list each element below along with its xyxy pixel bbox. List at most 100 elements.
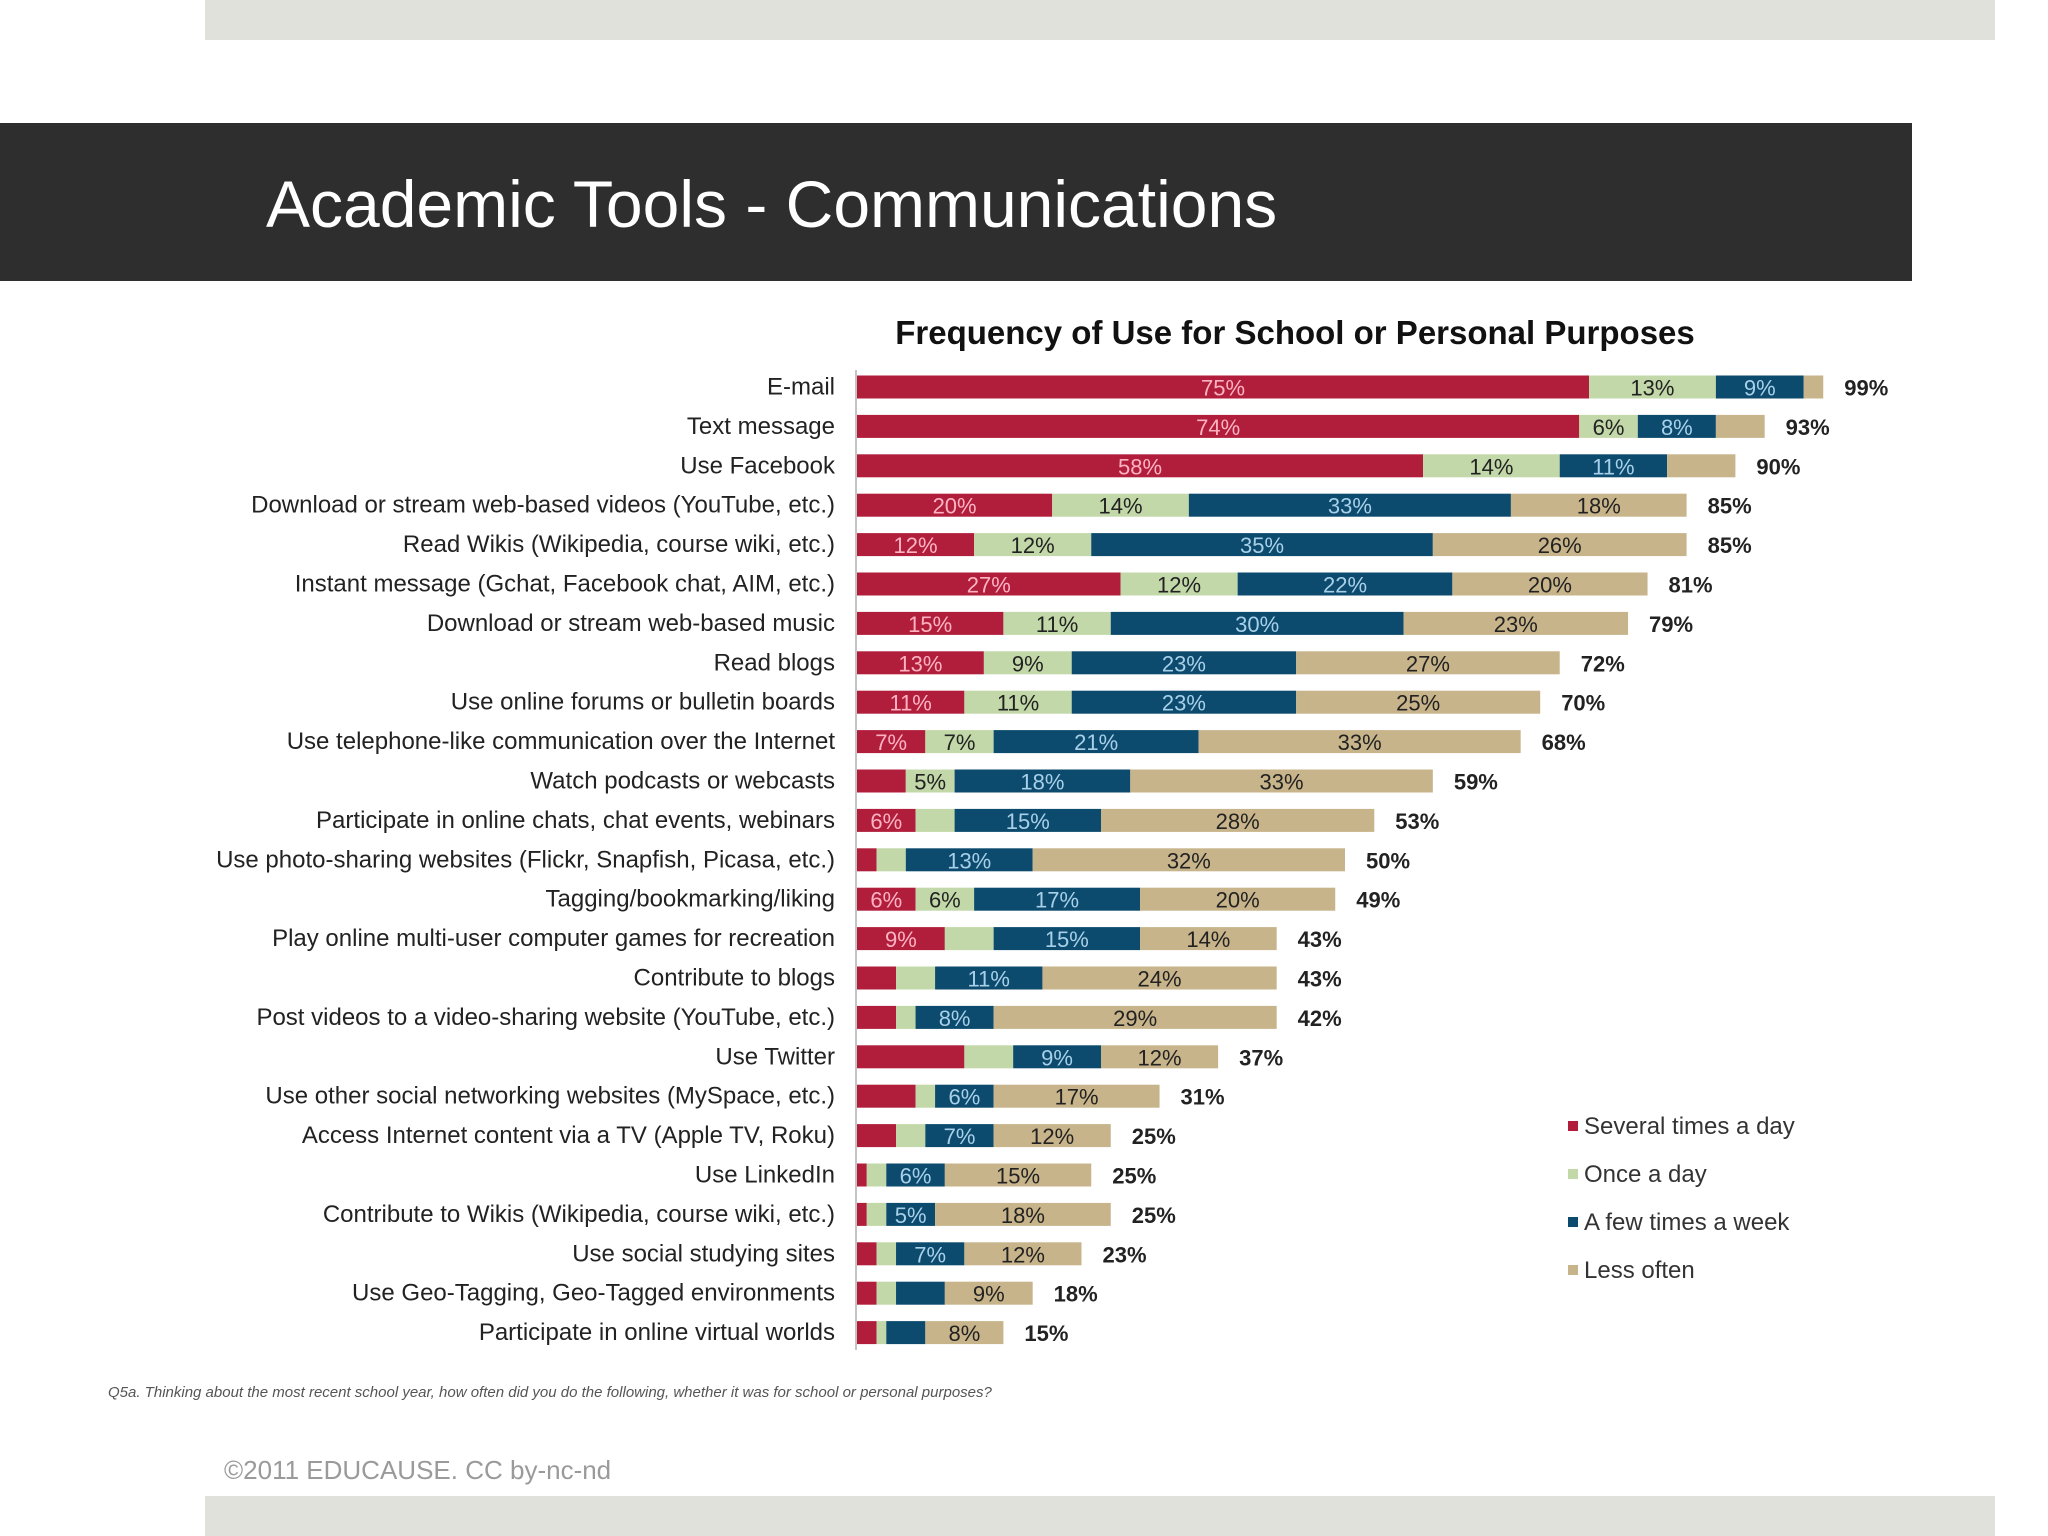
bar-segment — [1130, 769, 1433, 793]
data-label: 14% — [1469, 454, 1513, 479]
data-label: 11% — [1036, 612, 1078, 637]
category-label: Use telephone-like communication over th… — [287, 728, 836, 755]
bar-segment — [944, 1163, 1092, 1187]
data-label: 7% — [944, 730, 976, 755]
category-label: Watch podcasts or webcasts — [530, 768, 835, 795]
category-label: Instant message (Gchat, Facebook chat, A… — [295, 571, 835, 598]
data-label: 6% — [870, 809, 902, 834]
data-label: 21% — [1074, 730, 1118, 755]
bar-segment — [886, 1163, 945, 1187]
bar-segment — [964, 1242, 1082, 1266]
data-label: 12% — [1157, 573, 1201, 598]
chart-title: Frequency of Use for School or Personal … — [895, 314, 1695, 351]
bar-segment — [993, 1124, 1111, 1148]
category-label: Access Internet content via a TV (Apple … — [302, 1122, 835, 1149]
total-label: 43% — [1298, 967, 1342, 992]
total-label: 85% — [1708, 494, 1752, 519]
data-label: 9% — [885, 927, 917, 952]
total-label: 93% — [1786, 415, 1830, 440]
total-label: 25% — [1132, 1203, 1176, 1228]
bar-segment — [857, 1045, 965, 1069]
data-label: 29% — [1113, 1006, 1157, 1031]
category-label: Use Twitter — [715, 1043, 835, 1070]
data-label: 33% — [1328, 494, 1372, 519]
data-label: 14% — [1186, 927, 1230, 952]
slide-title: Academic Tools - Communications — [266, 167, 1278, 241]
category-label: Post videos to a video-sharing website (… — [256, 1004, 835, 1031]
data-label: 23% — [1162, 691, 1206, 716]
bar-segment — [857, 927, 945, 951]
bar-segment — [1803, 375, 1824, 399]
data-label: 12% — [1001, 1242, 1045, 1267]
total-label: 49% — [1356, 888, 1400, 913]
bar-segment — [1140, 927, 1277, 951]
bar-segment — [876, 1281, 897, 1305]
bar-segment — [1715, 375, 1804, 399]
data-label: 35% — [1240, 533, 1284, 558]
bar-segment — [857, 493, 1053, 517]
total-label: 59% — [1454, 770, 1498, 795]
bar-segment — [1432, 533, 1687, 557]
bar-segment — [857, 690, 965, 714]
bar-segment — [857, 1163, 867, 1187]
bar-segment — [983, 651, 1072, 675]
bar-segment — [886, 1202, 936, 1226]
legend-swatch-once — [1568, 1169, 1578, 1179]
data-label: 12% — [1138, 1045, 1182, 1070]
data-label: 11% — [889, 691, 931, 716]
bar-segment — [944, 1281, 1033, 1305]
bar-segment — [886, 1321, 926, 1345]
category-label: Participate in online virtual worlds — [479, 1319, 835, 1346]
bar-segment — [857, 1124, 897, 1148]
total-label: 70% — [1561, 691, 1605, 716]
bar-segment — [1296, 690, 1541, 714]
copyright: ©2011 EDUCAUSE. CC by-nc-nd — [224, 1455, 612, 1485]
category-label: Download or stream web-based music — [427, 610, 835, 637]
bar-segment — [1013, 1045, 1101, 1069]
bar-segment — [1667, 454, 1736, 478]
bar-segment — [1032, 848, 1345, 872]
data-label: 13% — [1630, 376, 1674, 401]
bar-segment — [1589, 375, 1716, 399]
bar-segment — [857, 572, 1121, 596]
bar-segment — [876, 1321, 887, 1345]
data-label: 12% — [1030, 1124, 1074, 1149]
data-label: 25% — [1396, 691, 1440, 716]
data-label: 23% — [1162, 651, 1206, 676]
data-label: 8% — [1661, 415, 1693, 440]
bar-segment — [1188, 493, 1511, 517]
bar-segment — [1052, 493, 1189, 517]
bar-segment — [1042, 966, 1277, 990]
category-label: Use Geo-Tagging, Geo-Tagged environments — [352, 1280, 835, 1307]
bar-segment — [1101, 808, 1375, 832]
bar-segment — [1296, 651, 1560, 675]
data-label: 6% — [870, 888, 902, 913]
total-label: 90% — [1756, 454, 1800, 479]
bar-segment — [857, 414, 1580, 438]
data-label: 9% — [1012, 651, 1044, 676]
data-label: 58% — [1118, 454, 1162, 479]
bar-segment — [896, 1124, 926, 1148]
data-label: 12% — [1011, 533, 1055, 558]
data-label: 18% — [1020, 770, 1064, 795]
total-label: 68% — [1542, 730, 1586, 755]
bar-segment — [993, 730, 1199, 754]
bar-segment — [1715, 414, 1765, 438]
category-label: Play online multi-user computer games fo… — [272, 925, 835, 952]
data-label: 20% — [1216, 888, 1260, 913]
bar-segment — [974, 533, 1092, 557]
bar-segment — [876, 1242, 897, 1266]
data-label: 8% — [948, 1321, 980, 1346]
total-label: 53% — [1395, 809, 1439, 834]
legend-label: A few times a week — [1584, 1209, 1790, 1236]
bar-segment — [857, 769, 906, 793]
total-label: 43% — [1298, 927, 1342, 952]
data-label: 11% — [997, 691, 1039, 716]
data-label: 75% — [1201, 376, 1245, 401]
bar-segment — [896, 1242, 965, 1266]
total-label: 50% — [1366, 848, 1410, 873]
data-label: 27% — [1406, 651, 1450, 676]
data-label: 8% — [939, 1006, 971, 1031]
bar-segment — [935, 1202, 1111, 1226]
bar-segment — [857, 611, 1004, 635]
